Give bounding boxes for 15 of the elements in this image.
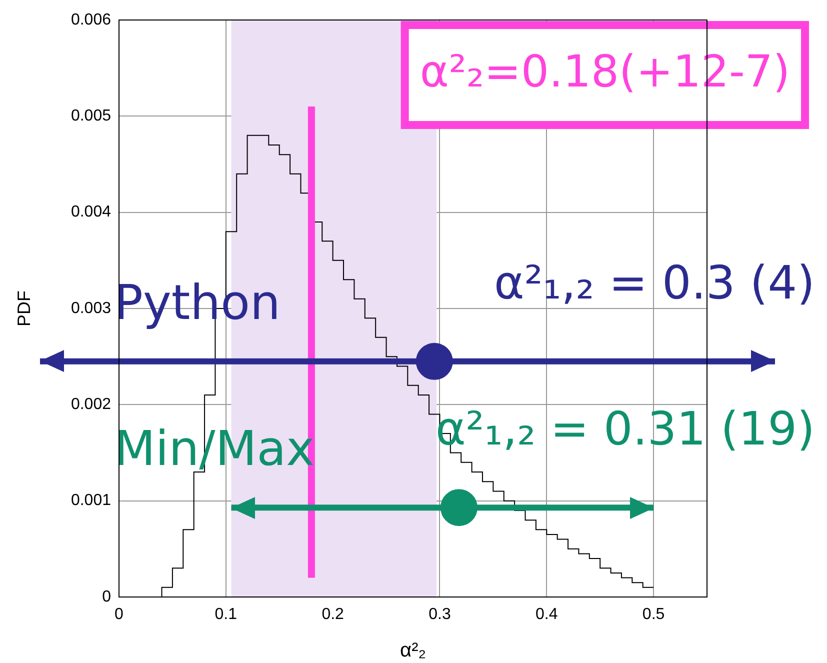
x-tick-label: 0.4: [536, 606, 558, 624]
y-tick-label: 0: [102, 588, 112, 606]
y-axis-title: PDF: [14, 290, 34, 326]
x-tick-label: 0: [114, 606, 124, 624]
y-tick-label: 0.006: [70, 11, 112, 28]
y-tick-label: 0.005: [70, 108, 112, 125]
x-tick-label: 0.3: [428, 606, 451, 624]
y-tick-label: 0.003: [70, 300, 112, 317]
x-tick-label: 0.1: [214, 606, 238, 624]
y-tick-label: 0.001: [70, 492, 112, 510]
x-axis-title: α²₂: [400, 640, 426, 662]
x-tick-label: 0.2: [322, 606, 344, 624]
x-tick-label: 0.5: [642, 606, 665, 624]
y-tick-label: 0.002: [70, 396, 112, 414]
y-tick-label: 0.004: [70, 204, 112, 221]
